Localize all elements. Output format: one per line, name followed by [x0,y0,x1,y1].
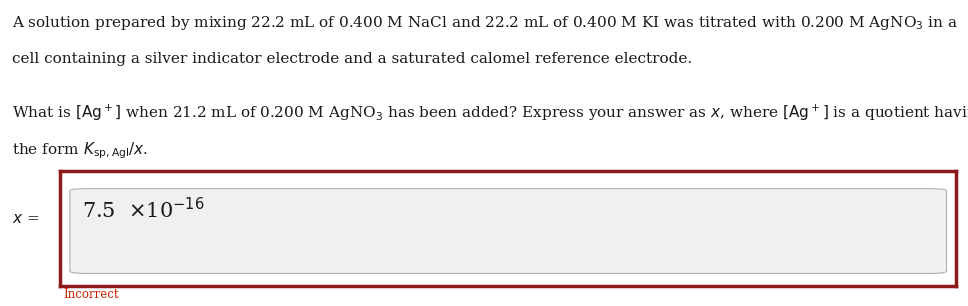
Text: the form $K_{\mathrm{sp,AgI}}/x$.: the form $K_{\mathrm{sp,AgI}}/x$. [12,141,148,161]
Text: cell containing a silver indicator electrode and a saturated calomel reference e: cell containing a silver indicator elect… [12,52,692,66]
Text: What is $[\mathrm{Ag}^+]$ when 21.2 mL of 0.200 M AgNO$_3$ has been added? Expre: What is $[\mathrm{Ag}^+]$ when 21.2 mL o… [12,103,968,123]
Text: A solution prepared by mixing 22.2 mL of 0.400 M NaCl and 22.2 mL of 0.400 M KI : A solution prepared by mixing 22.2 mL of… [12,14,957,32]
Text: Incorrect: Incorrect [63,288,118,301]
Text: $x$ =: $x$ = [12,212,39,226]
Text: 7.5  $\times$10$^{-16}$: 7.5 $\times$10$^{-16}$ [82,197,205,222]
FancyBboxPatch shape [70,188,947,274]
